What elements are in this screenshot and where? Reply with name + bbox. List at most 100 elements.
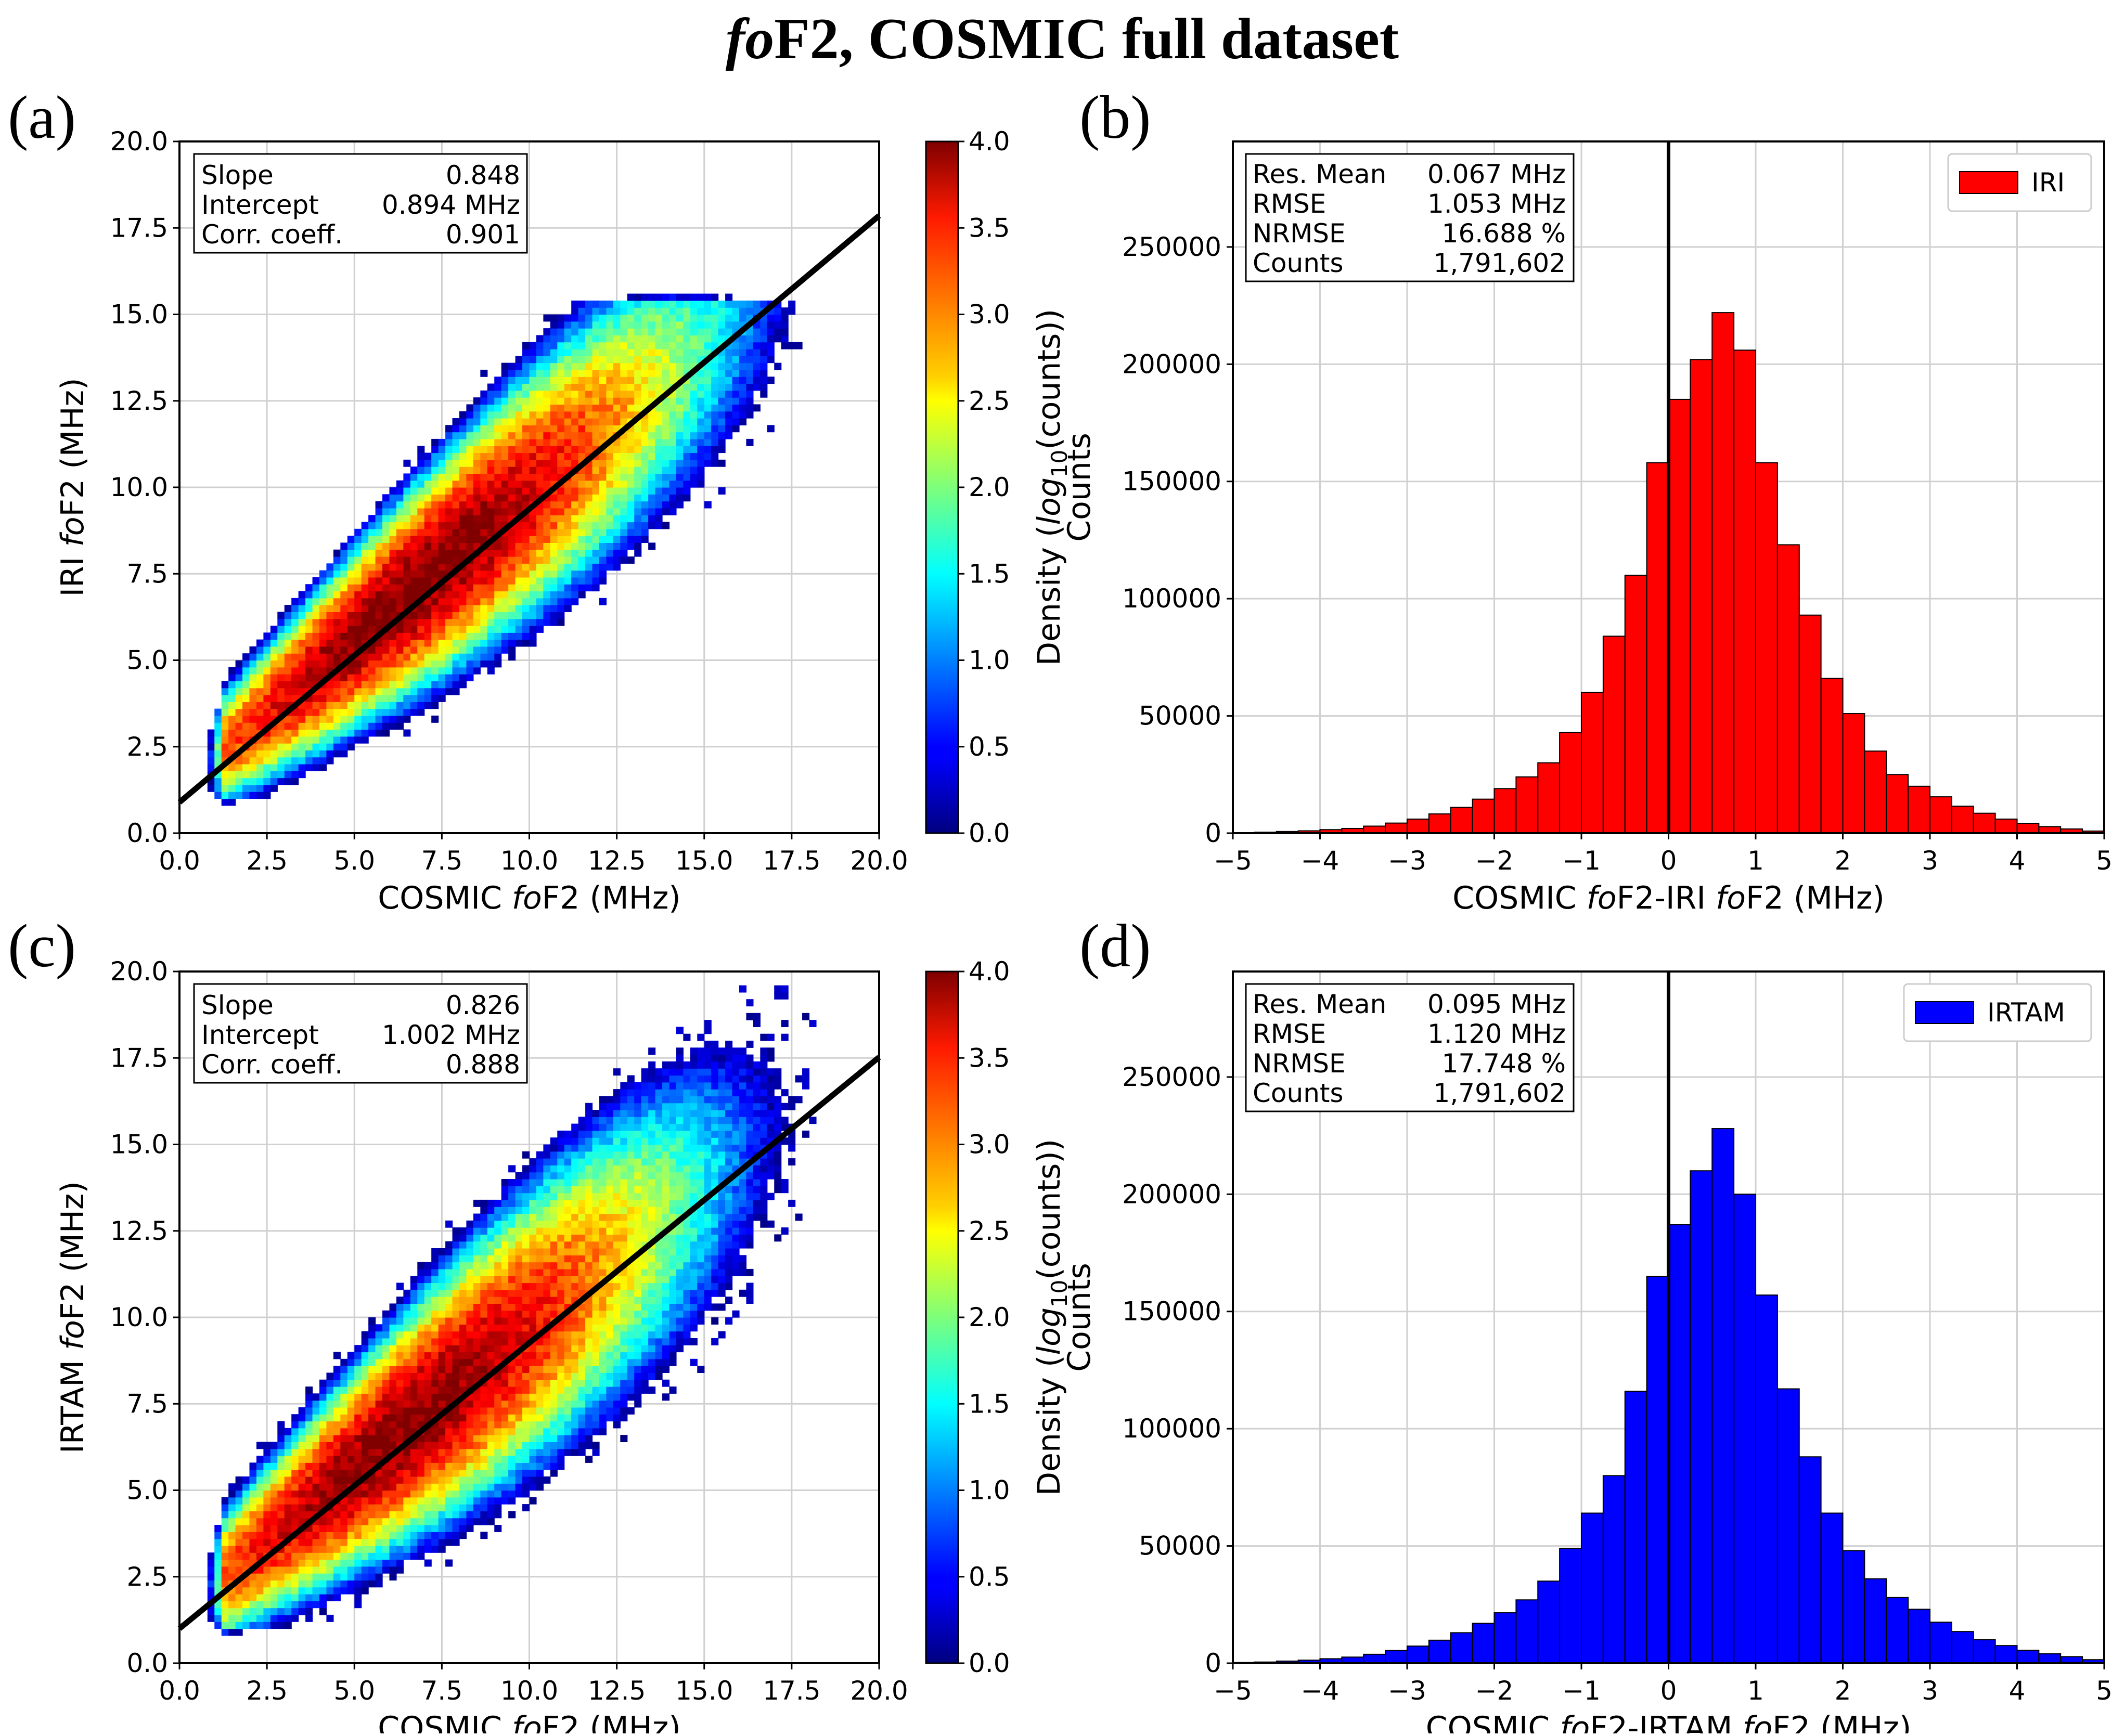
density-cell bbox=[340, 1511, 347, 1518]
density-cell bbox=[417, 571, 424, 578]
density-cell bbox=[606, 556, 613, 564]
density-cell bbox=[445, 1317, 453, 1325]
density-cell bbox=[424, 1372, 432, 1380]
density-cell bbox=[396, 584, 404, 591]
density-cell bbox=[236, 1601, 243, 1608]
density-cell bbox=[739, 377, 746, 384]
density-cell bbox=[585, 529, 593, 536]
density-cell bbox=[634, 508, 641, 515]
density-cell bbox=[403, 1483, 410, 1491]
density-cell bbox=[571, 487, 578, 495]
density-cell bbox=[439, 1331, 446, 1339]
density-cell bbox=[593, 536, 600, 543]
density-cell bbox=[376, 695, 383, 702]
density-cell bbox=[501, 584, 509, 591]
density-cell bbox=[494, 1421, 501, 1429]
density-cell bbox=[242, 764, 250, 771]
density-cell bbox=[641, 446, 649, 453]
density-cell bbox=[390, 1352, 397, 1359]
density-cell bbox=[340, 584, 347, 591]
density-cell bbox=[564, 335, 572, 342]
density-cell bbox=[676, 487, 684, 495]
density-cell bbox=[543, 1359, 550, 1366]
density-cell bbox=[550, 1359, 558, 1366]
density-cell bbox=[480, 1442, 487, 1449]
density-cell bbox=[453, 1290, 460, 1297]
density-cell bbox=[599, 363, 607, 370]
density-cell bbox=[480, 1311, 487, 1318]
density-cell bbox=[396, 550, 404, 557]
density-cell bbox=[473, 1227, 481, 1235]
density-cell bbox=[459, 1483, 467, 1491]
density-cell bbox=[354, 536, 362, 543]
density-cell bbox=[613, 494, 621, 501]
density-cell bbox=[305, 1401, 313, 1408]
density-cell bbox=[313, 626, 320, 633]
density-cell bbox=[424, 1269, 432, 1276]
density-cell bbox=[508, 397, 516, 405]
density-cell bbox=[319, 1449, 327, 1456]
density-cell bbox=[362, 1380, 369, 1387]
density-cell bbox=[466, 1262, 473, 1269]
density-cell bbox=[271, 736, 278, 744]
density-cell bbox=[536, 1407, 544, 1415]
density-cell bbox=[725, 432, 732, 439]
density-cell bbox=[431, 1428, 439, 1435]
density-cell bbox=[655, 321, 663, 329]
density-cell bbox=[382, 722, 390, 730]
density-cell bbox=[543, 1151, 550, 1159]
density-cell bbox=[508, 1276, 516, 1283]
density-cell bbox=[627, 432, 635, 439]
density-cell bbox=[683, 494, 690, 501]
density-cell bbox=[508, 556, 516, 564]
density-cell bbox=[236, 667, 243, 675]
density-cell bbox=[516, 1303, 523, 1311]
density-cell bbox=[208, 1552, 215, 1560]
density-cell bbox=[459, 1504, 467, 1511]
density-cell bbox=[634, 529, 641, 536]
density-cell bbox=[431, 1297, 439, 1304]
density-cell bbox=[530, 1172, 537, 1180]
density-cell bbox=[578, 384, 586, 391]
density-cell bbox=[571, 1151, 578, 1159]
density-cell bbox=[536, 1269, 544, 1276]
density-cell bbox=[480, 1338, 487, 1345]
density-cell bbox=[417, 563, 424, 571]
density-cell bbox=[508, 1414, 516, 1421]
density-cell bbox=[487, 473, 495, 481]
density-cell bbox=[410, 1324, 418, 1331]
density-cell bbox=[676, 460, 684, 467]
density-cell bbox=[557, 1145, 564, 1152]
density-cell bbox=[445, 1511, 453, 1518]
density-cell bbox=[466, 1324, 473, 1331]
density-cell bbox=[530, 467, 537, 474]
density-cell bbox=[508, 1491, 516, 1498]
density-cell bbox=[319, 722, 327, 730]
density-cell bbox=[439, 695, 446, 702]
density-cell bbox=[501, 487, 509, 495]
density-cell bbox=[299, 764, 306, 771]
density-cell bbox=[655, 522, 663, 529]
density-cell bbox=[697, 473, 704, 481]
density-cell bbox=[690, 404, 698, 411]
density-cell bbox=[208, 1566, 215, 1574]
density-cell bbox=[571, 1311, 578, 1318]
density-cell bbox=[494, 1476, 501, 1484]
density-cell bbox=[564, 1241, 572, 1249]
density-cell bbox=[522, 536, 530, 543]
density-cell bbox=[368, 722, 376, 730]
density-cell bbox=[459, 1414, 467, 1421]
density-cell bbox=[417, 1511, 424, 1518]
density-cell bbox=[543, 335, 550, 342]
density-cell bbox=[362, 1345, 369, 1352]
density-cell bbox=[403, 688, 410, 695]
density-cell bbox=[557, 397, 564, 405]
density-cell bbox=[571, 1276, 578, 1283]
density-cell bbox=[473, 1407, 481, 1415]
density-cell bbox=[445, 550, 453, 557]
density-cell bbox=[459, 411, 467, 419]
density-cell bbox=[445, 632, 453, 640]
density-cell bbox=[459, 591, 467, 599]
density-cell bbox=[593, 377, 600, 384]
density-cell bbox=[508, 1511, 516, 1518]
